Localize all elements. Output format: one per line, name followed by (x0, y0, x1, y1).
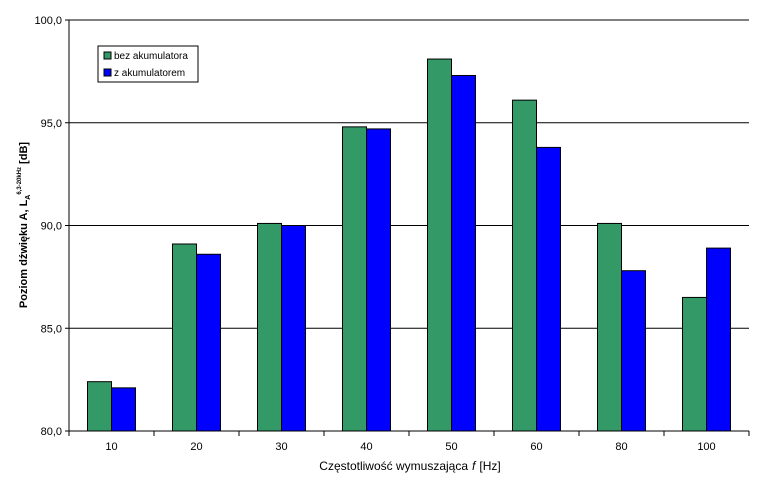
bar-bez-akumulatora-80 (597, 222, 622, 432)
y-tick-labels: 80,0 85,0 90,0 95,0 100,0 (34, 15, 62, 438)
bar-z-akumulatorem-10 (111, 387, 136, 432)
x-tick-label: 20 (190, 441, 202, 453)
bar-z-akumulatorem-20 (196, 253, 221, 432)
bar-bez-akumulatora-60 (512, 99, 537, 432)
bar-z-akumulatorem-50 (451, 74, 476, 432)
bar-bez-akumulatora-30 (257, 222, 282, 432)
legend: bez akumulatora z akumulatorem (97, 45, 199, 83)
y-axis-title-superscript: 6,3-20kHz (17, 167, 23, 195)
bars (87, 58, 731, 432)
axes (68, 20, 750, 436)
x-axis-title-variable: f (472, 459, 477, 473)
y-tick-label: 100,0 (34, 15, 62, 27)
bar-z-akumulatorem-40 (366, 128, 391, 432)
bar-bez-akumulatora-40 (342, 126, 367, 432)
bar-bez-akumulatora-20 (172, 243, 197, 432)
y-axis-title-subscript: A (25, 195, 32, 200)
y-tick-label: 90,0 (41, 221, 62, 233)
bar-bez-akumulatora-10 (87, 381, 112, 432)
x-tick-label: 10 (105, 441, 117, 453)
bar-bez-akumulatora-50 (427, 58, 452, 432)
x-axis-title: Częstotliwość wymuszająca f [Hz] (319, 459, 500, 473)
y-tick-label: 85,0 (41, 323, 62, 335)
legend-frame (97, 45, 199, 83)
x-tick-label: 30 (275, 441, 287, 453)
bar-bez-akumulatora-100 (682, 296, 707, 432)
x-tick-label: 50 (445, 441, 457, 453)
x-tick-label: 80 (615, 441, 627, 453)
bar-z-akumulatorem-30 (281, 225, 306, 432)
legend-label-bez-akumulatora: bez akumulatora (114, 51, 188, 62)
x-tick-label: 40 (360, 441, 372, 453)
bar-z-akumulatorem-100 (706, 247, 731, 432)
legend-swatch-z-akumulatorem (103, 68, 112, 77)
x-axis-title-unit: [Hz] (479, 459, 500, 473)
x-axis-title-main: Częstotliwość wymuszająca (319, 459, 468, 473)
y-axis-title: Poziom dźwięku A, LA6,3-20kHz [dB] (17, 142, 32, 308)
legend-swatch-bez-akumulatora (103, 51, 112, 60)
y-axis-title-unit: [dB] (18, 142, 30, 164)
bar-z-akumulatorem-80 (621, 270, 646, 432)
y-axis-title-main: Poziom dźwięku A, L (18, 199, 30, 308)
x-tick-labels: 10 20 30 40 50 60 80 100 (105, 441, 715, 453)
y-tick-label: 95,0 (41, 118, 62, 130)
bar-z-akumulatorem-60 (536, 146, 561, 432)
x-tick-label: 60 (530, 441, 542, 453)
x-tick-label: 100 (697, 441, 715, 453)
y-tick-label: 80,0 (41, 426, 62, 438)
legend-label-z-akumulatorem: z akumulatorem (114, 68, 185, 79)
